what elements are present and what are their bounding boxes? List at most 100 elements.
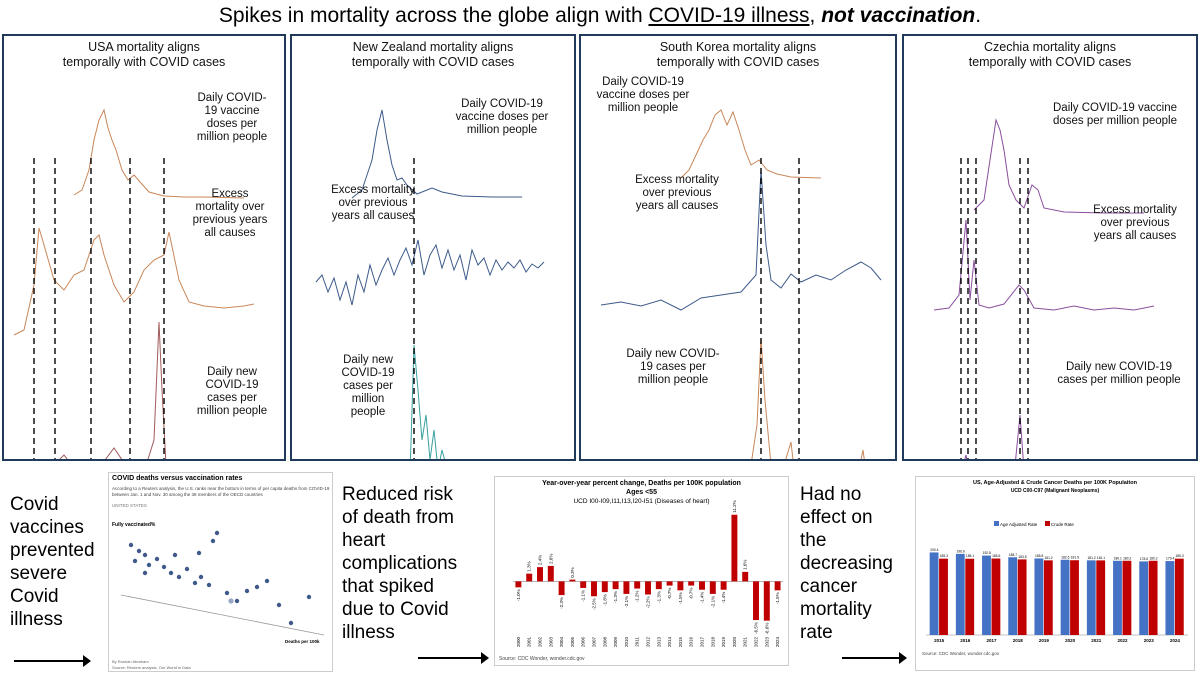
cancer-bar-label: 182.6	[1061, 555, 1069, 559]
cancer-bar-label: 185.1	[966, 554, 974, 558]
heart-year-tick: 2021	[743, 637, 748, 648]
cancer-legend-a: Age Adjusted Rate	[1000, 522, 1038, 527]
cancer-year-tick: 2017	[986, 638, 997, 643]
cancer-chart-card: US, Age-Adjusted & Crude Cancer Deaths p…	[915, 476, 1195, 671]
scatter-xlabel: Deaths per 100k	[285, 639, 320, 644]
heart-year-tick: 2004	[559, 637, 564, 648]
cancer-chart-subtitle: UCD C00-C97 (Malignant Neoplasms)	[1010, 488, 1100, 494]
heart-year-tick: 2002	[538, 637, 543, 648]
heart-bar-label: -2.5%	[592, 598, 597, 610]
page-title: Spikes in mortality across the globe ali…	[0, 4, 1200, 28]
cancer-bar-label: 185.8	[1035, 554, 1043, 558]
cancer-bar-chart: 200.4185.32015196.9185.12016192.8185.620…	[926, 548, 1188, 643]
crude-rate-bar	[991, 558, 1001, 635]
age-adjusted-bar	[955, 553, 965, 635]
heart-bar-label: -0.7%	[689, 588, 694, 600]
cancer-bar-label: 181.1	[1097, 556, 1105, 560]
cancer-bar-label: 181.2	[1087, 556, 1095, 560]
heart-bar	[526, 573, 533, 582]
age-adjusted-bar	[1008, 557, 1018, 635]
heart-bar-chart: -1.0% 2000 1.3% 2001 2.4% 2002 2.6% 2003 -2.3% 20…	[513, 500, 783, 648]
panel-title: South Korea mortality aligns temporally …	[656, 40, 820, 69]
heart-year-tick: 2003	[548, 637, 553, 648]
heart-bar	[537, 567, 543, 582]
heart-chart-subtitle2: UCD I00-I09,I11,I13,I20-I51 (Diseases of…	[573, 498, 710, 505]
heart-year-tick: 2015	[678, 637, 683, 648]
right-arrow-icon	[842, 652, 907, 664]
czechia-panel: Czechia mortality aligns temporally with…	[902, 34, 1198, 461]
heart-bar	[677, 581, 684, 591]
cz-cases-chart	[964, 414, 1024, 459]
usa-vaccine-label: Daily COVID- 19 vaccine doses per millio…	[196, 92, 268, 143]
crude-rate-bar	[965, 558, 975, 635]
nz-cases-label: Daily new COVID-19 cases per million peo…	[341, 354, 395, 418]
south-korea-panel: South Korea mortality aligns temporally …	[579, 34, 897, 461]
heart-bar-label: 2.4%	[538, 555, 543, 565]
age-adjusted-bar	[1060, 559, 1070, 635]
heart-bar-label: -1.4%	[721, 592, 726, 604]
cancer-chart-source: Source: CDC Wonder, wonder.cdc.gov	[922, 651, 999, 656]
title-underline-part: COVID-19 illness	[648, 4, 810, 27]
usa-panel: USA mortality aligns temporally with COV…	[2, 34, 286, 461]
age-adjusted-bar	[1165, 561, 1175, 635]
age-adjusted-bar	[1086, 560, 1096, 635]
heart-year-tick: 2014	[667, 637, 672, 648]
scatter-ylabel: Fully vaccinated%	[112, 522, 156, 528]
cancer-chart-title: US, Age-Adjusted & Crude Cancer Deaths p…	[973, 480, 1137, 486]
age-adjusted-bar	[982, 555, 991, 635]
scatter-points	[128, 530, 312, 626]
crude-rate-bar	[1174, 558, 1184, 635]
scatter-title: COVID deaths versus vaccination rates	[112, 475, 243, 482]
heart-bar-label: -2.1%	[624, 596, 629, 608]
usa-excess-chart	[13, 227, 255, 336]
heart-year-tick: 2024	[775, 637, 780, 648]
cancer-bar-label: 185.3	[1175, 554, 1183, 558]
heart-bar	[634, 581, 641, 589]
heart-year-tick: 2005	[570, 637, 575, 648]
title-part: ,	[809, 4, 822, 27]
cancer-bar-label: 188.7	[1009, 553, 1017, 557]
age-adjusted-bar	[929, 552, 939, 635]
heart-year-tick: 2018	[710, 637, 715, 648]
cz-excess-label: Excess mortality over previous years all…	[1093, 204, 1177, 242]
cancer-bar-label: 185.3	[940, 554, 948, 558]
cancer-year-tick: 2019	[1039, 638, 1050, 643]
nz-cases-chart	[409, 344, 445, 459]
cancer-legend-b: Crude Rate	[1050, 522, 1074, 527]
legend-swatch-blue	[994, 521, 999, 526]
right-arrow-icon	[14, 655, 91, 667]
heart-bar	[666, 581, 673, 586]
kr-excess-label: Excess mortality over previous years all…	[635, 174, 719, 212]
cancer-year-tick: 2018	[1013, 638, 1024, 643]
kr-vaccine-label: Daily COVID-19 vaccine doses per million…	[596, 76, 690, 114]
heart-bar-label: -1.5%	[678, 592, 683, 604]
cancer-text: Had no effect on the decreasing cancer m…	[800, 484, 893, 643]
heart-bar-label: -6.5%	[754, 622, 759, 634]
heart-bar	[547, 565, 554, 582]
heart-year-tick: 2017	[700, 637, 705, 648]
crude-rate-bar	[1096, 560, 1106, 635]
crude-rate-bar	[939, 558, 948, 635]
legend-swatch-red	[1044, 521, 1050, 526]
title-part: .	[975, 4, 982, 27]
heart-year-tick: 2008	[602, 637, 607, 648]
kr-excess-chart	[600, 169, 882, 311]
cancer-year-tick: 2021	[1091, 638, 1102, 643]
united-states-point	[228, 598, 234, 604]
heart-bar-label: -2.3%	[559, 597, 564, 609]
cancer-bar-label: 180.2	[1123, 556, 1131, 560]
heart-bar	[709, 581, 716, 594]
age-adjusted-bar	[1113, 560, 1122, 635]
heart-bar	[558, 581, 565, 596]
cz-cases-label: Daily new COVID-19 cases per million peo…	[1057, 361, 1181, 386]
heart-year-tick: 2007	[592, 637, 597, 648]
trend-line	[120, 594, 325, 636]
heart-bar-label: -2.1%	[710, 596, 715, 608]
heart-bar-label: 1.3%	[527, 561, 532, 571]
heart-year-tick: 2010	[624, 637, 629, 648]
heart-bar	[623, 581, 630, 594]
cancer-year-tick: 2015	[934, 638, 945, 643]
heart-bar-label: -6.6%	[764, 623, 769, 635]
heart-bar	[601, 581, 608, 593]
crude-rate-bar	[1148, 560, 1158, 635]
